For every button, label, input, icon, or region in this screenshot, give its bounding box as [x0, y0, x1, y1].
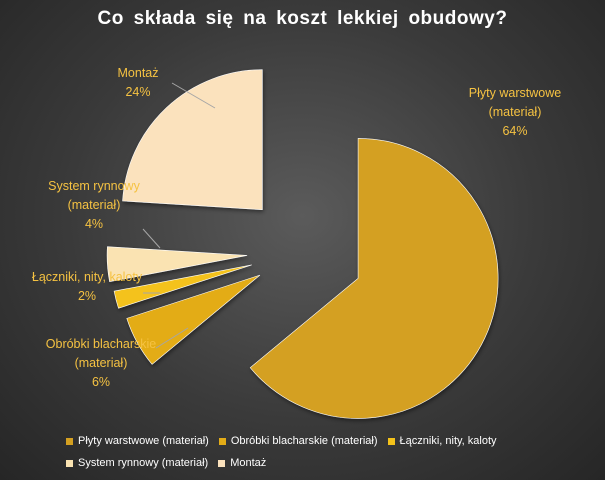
- pie-slice-3: [106, 246, 248, 283]
- leader-line-3: [142, 228, 161, 249]
- legend-label: System rynnowy (materiał): [78, 457, 209, 469]
- legend-label: Łączniki, nity, kaloty: [399, 435, 497, 447]
- legend-item-2: Łączniki, nity, kaloty: [387, 435, 497, 447]
- leader-line-1: [155, 327, 189, 349]
- legend-item-4: Montaż: [218, 457, 266, 469]
- pie-slice-0: [249, 138, 499, 419]
- legend-swatch: [218, 437, 226, 445]
- data-label-0: Płyty warstwowe (materiał) 64%: [469, 86, 561, 138]
- legend-swatch: [66, 437, 73, 445]
- legend-row: System rynnowy (materiał) Montaż: [66, 452, 586, 474]
- chart-title: Co składa się na koszt lekkiej obudowy?: [97, 8, 508, 29]
- legend-item-1: Obróbki blacharskie (materiał): [218, 435, 378, 447]
- data-label-1: Obróbki blacharskie (materiał) 6%: [46, 337, 157, 389]
- pie-slice-1: [126, 274, 261, 365]
- data-label-2: Łączniki, nity, kaloty 2%: [32, 270, 143, 303]
- legend-label: Montaż: [230, 457, 267, 469]
- legend-label: Obróbki blacharskie (materiał): [230, 435, 378, 447]
- legend-swatch: [218, 459, 226, 467]
- data-label-3: System rynnowy (materiał) 4%: [48, 179, 140, 231]
- legend-item-3: System rynnowy (materiał): [66, 457, 208, 469]
- pie-slice-2: [113, 264, 252, 309]
- data-label-4: Montaż 24%: [118, 66, 159, 99]
- leader-line-4: [171, 82, 216, 109]
- legend-swatch: [387, 437, 395, 445]
- pie-slice-4: [122, 69, 263, 211]
- legend: Płyty warstwowe (materiał) Obróbki blacha…: [66, 430, 586, 474]
- legend-swatch: [66, 459, 73, 467]
- legend-label: Płyty warstwowe (materiał): [78, 435, 209, 447]
- legend-item-0: Płyty warstwowe (materiał): [66, 435, 209, 447]
- legend-row: Płyty warstwowe (materiał) Obróbki blacha…: [66, 430, 586, 452]
